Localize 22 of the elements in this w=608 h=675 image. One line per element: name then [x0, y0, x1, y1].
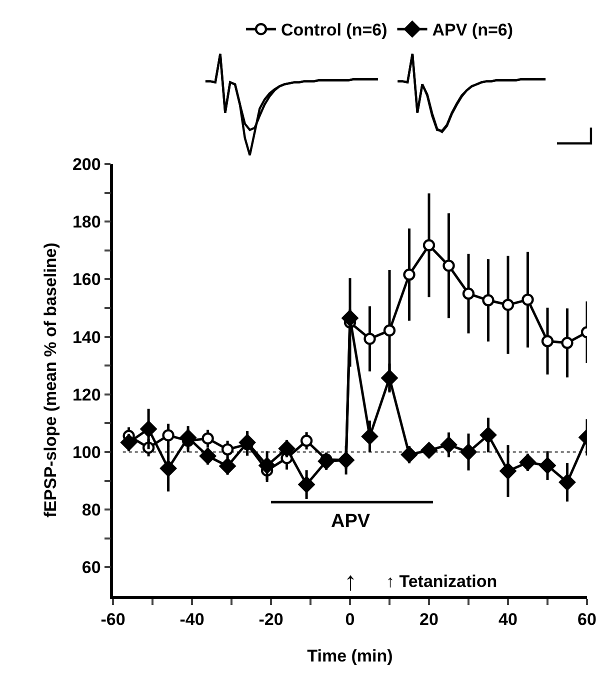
- y-tick-label: 80: [82, 500, 101, 520]
- y-tick-label: 140: [72, 328, 101, 347]
- annotation: APV: [331, 511, 370, 532]
- x-tick-label: -60: [100, 610, 126, 630]
- y-tick-label: 120: [72, 385, 101, 404]
- x-tick-label: -20: [258, 610, 284, 630]
- legend-label: Control (n=6): [281, 20, 388, 40]
- y-tick-label: 160: [72, 270, 101, 290]
- y-tick-label: 100: [72, 442, 101, 462]
- x-tick-label: 60: [578, 610, 596, 630]
- y-axis-title: fEPSP-slope (mean % of baseline): [41, 242, 60, 518]
- x-tick-label: 20: [420, 610, 438, 630]
- annotation: ↑ Tetanization: [386, 572, 498, 591]
- y-tick-label: 200: [72, 155, 101, 174]
- annotation: ↑: [344, 566, 357, 596]
- x-tick-label: 0: [345, 610, 355, 630]
- y-tick-label: 60: [82, 558, 101, 578]
- x-axis-title: Time (min): [307, 646, 393, 666]
- x-tick-label: 40: [498, 610, 518, 630]
- y-tick-label: 180: [72, 212, 101, 232]
- legend-label: APV (n=6): [432, 20, 514, 40]
- x-tick-label: -40: [180, 610, 204, 630]
